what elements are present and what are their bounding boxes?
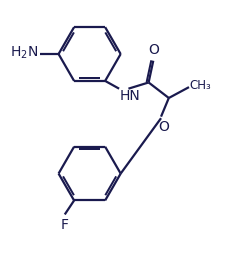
Text: CH₃: CH₃ — [190, 79, 212, 92]
Text: H$_2$N: H$_2$N — [10, 44, 38, 61]
Text: O: O — [148, 43, 159, 57]
Text: F: F — [61, 218, 69, 232]
Text: HN: HN — [120, 89, 141, 103]
Text: O: O — [159, 120, 169, 134]
